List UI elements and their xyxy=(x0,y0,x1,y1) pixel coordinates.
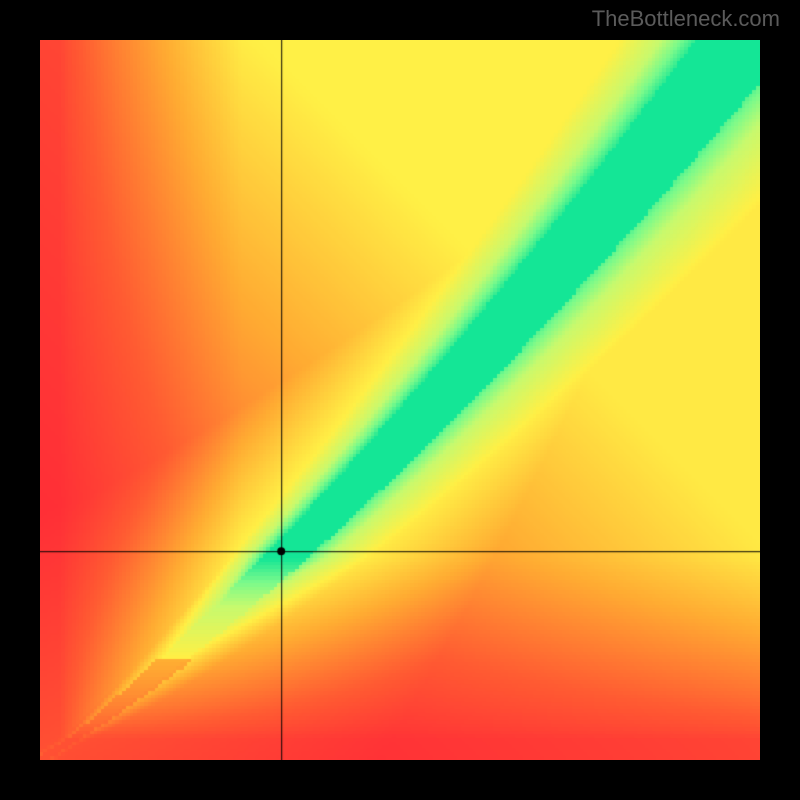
watermark-text: TheBottleneck.com xyxy=(592,6,780,32)
heatmap-plot xyxy=(40,40,760,760)
crosshair-overlay xyxy=(40,40,760,760)
chart-container: TheBottleneck.com xyxy=(0,0,800,800)
